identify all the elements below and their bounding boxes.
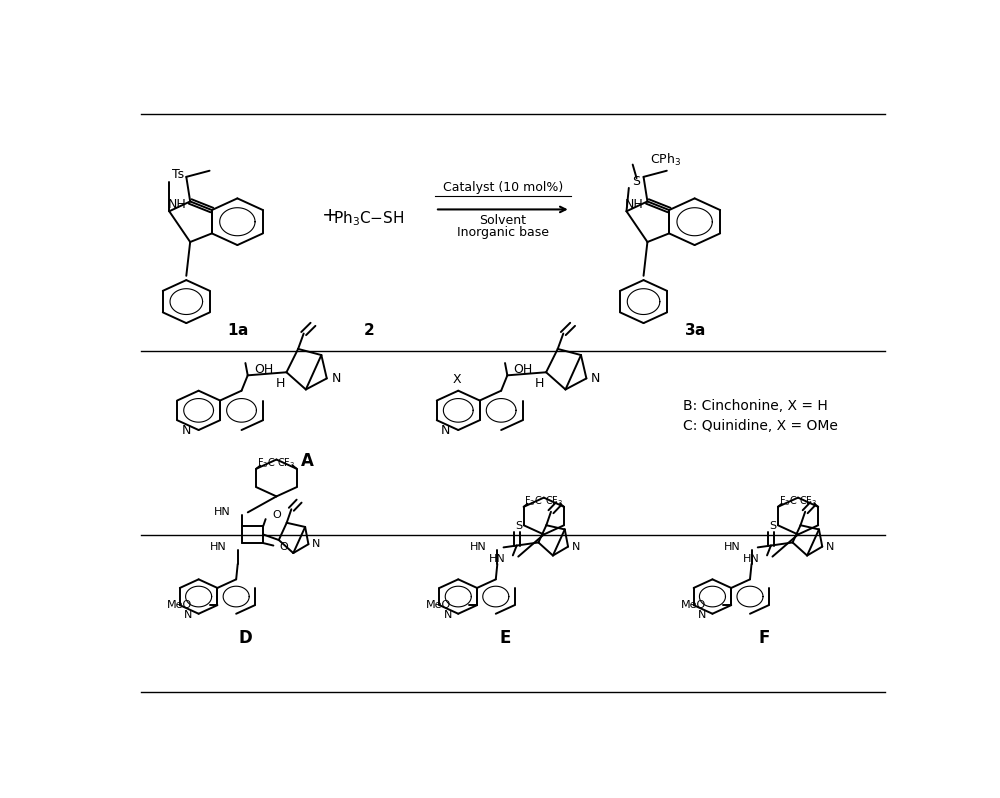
Text: $\mathbf{D}$: $\mathbf{D}$ bbox=[238, 629, 253, 646]
Text: CPh$_3$: CPh$_3$ bbox=[650, 152, 681, 168]
Text: HN: HN bbox=[489, 554, 506, 564]
Text: Ts: Ts bbox=[172, 168, 184, 181]
Text: N: N bbox=[444, 610, 452, 620]
Text: HN: HN bbox=[210, 543, 227, 552]
Text: $\mathbf{A}$: $\mathbf{A}$ bbox=[300, 452, 315, 470]
Text: CF$_3$: CF$_3$ bbox=[799, 495, 817, 508]
Text: Inorganic base: Inorganic base bbox=[457, 227, 549, 239]
Text: $\mathbf{E}$: $\mathbf{E}$ bbox=[499, 629, 511, 646]
Text: N: N bbox=[441, 424, 450, 437]
Text: Catalyst (10 mol%): Catalyst (10 mol%) bbox=[443, 181, 563, 195]
Text: HN: HN bbox=[214, 507, 231, 517]
Text: Solvent: Solvent bbox=[479, 214, 526, 227]
Text: B: Cinchonine, X = H: B: Cinchonine, X = H bbox=[683, 399, 828, 413]
Text: OH: OH bbox=[514, 363, 533, 376]
Text: H: H bbox=[276, 377, 285, 390]
Text: CF$_3$: CF$_3$ bbox=[277, 456, 296, 470]
Text: N: N bbox=[591, 372, 600, 385]
Text: Ph$_3$C$-$SH: Ph$_3$C$-$SH bbox=[333, 209, 405, 228]
Text: S: S bbox=[515, 521, 523, 531]
Text: N: N bbox=[184, 610, 192, 620]
Text: N: N bbox=[182, 424, 191, 437]
Text: HN: HN bbox=[724, 543, 741, 552]
Text: S: S bbox=[632, 176, 640, 188]
Text: CF$_3$: CF$_3$ bbox=[545, 495, 563, 508]
Text: N: N bbox=[826, 542, 834, 551]
Text: NH: NH bbox=[625, 198, 644, 211]
Text: $\mathbf{F}$: $\mathbf{F}$ bbox=[758, 629, 770, 646]
Text: OH: OH bbox=[254, 363, 273, 376]
Text: C: Quinidine, X = OMe: C: Quinidine, X = OMe bbox=[683, 419, 838, 433]
Text: X: X bbox=[452, 373, 461, 386]
Text: N: N bbox=[572, 542, 580, 551]
Text: F$_3$C: F$_3$C bbox=[257, 456, 276, 470]
Text: $\mathbf{3a}$: $\mathbf{3a}$ bbox=[684, 322, 705, 338]
Text: HN: HN bbox=[743, 554, 760, 564]
Text: MeO: MeO bbox=[680, 600, 706, 610]
Text: +: + bbox=[322, 206, 339, 225]
Text: MeO: MeO bbox=[426, 600, 451, 610]
Text: $\mathbf{1a}$: $\mathbf{1a}$ bbox=[227, 322, 248, 338]
Text: H: H bbox=[535, 377, 545, 390]
Text: F$_3$C: F$_3$C bbox=[779, 495, 797, 508]
Text: N: N bbox=[312, 539, 320, 549]
Text: MeO: MeO bbox=[167, 600, 192, 610]
Text: O: O bbox=[280, 542, 288, 551]
Text: HN: HN bbox=[470, 543, 486, 552]
Text: O: O bbox=[273, 510, 281, 519]
Text: N: N bbox=[698, 610, 706, 620]
Text: NH: NH bbox=[168, 198, 186, 211]
Text: N: N bbox=[331, 372, 341, 385]
Text: $\mathbf{2}$: $\mathbf{2}$ bbox=[363, 322, 375, 338]
Text: S: S bbox=[770, 521, 777, 531]
Text: F$_3$C: F$_3$C bbox=[524, 495, 543, 508]
